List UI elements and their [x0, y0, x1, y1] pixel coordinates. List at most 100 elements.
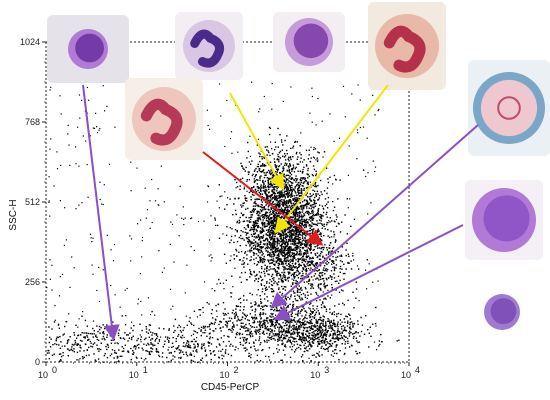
data-point	[154, 344, 156, 346]
data-point	[248, 323, 250, 325]
data-point	[283, 271, 285, 274]
data-point	[270, 249, 272, 251]
data-point	[333, 277, 336, 279]
data-point	[258, 214, 260, 216]
data-point	[309, 249, 311, 252]
data-point	[267, 259, 269, 261]
data-point	[292, 166, 295, 168]
data-point	[306, 329, 308, 332]
data-point	[313, 265, 316, 268]
data-point	[229, 328, 231, 331]
data-point	[357, 320, 359, 322]
data-point	[284, 196, 286, 198]
data-point	[259, 241, 261, 243]
data-point	[315, 254, 317, 256]
data-point	[207, 342, 210, 344]
data-point	[311, 262, 314, 264]
data-point	[302, 267, 305, 270]
data-point	[287, 251, 290, 253]
data-point	[287, 321, 289, 323]
data-point	[270, 247, 272, 249]
data-point	[253, 170, 256, 172]
data-point	[288, 192, 290, 195]
data-point	[127, 350, 129, 352]
data-point	[187, 341, 190, 343]
data-point	[292, 257, 294, 260]
data-point	[281, 149, 283, 151]
data-point	[286, 264, 288, 267]
data-point	[288, 184, 290, 186]
data-point	[291, 177, 293, 179]
data-point	[312, 256, 314, 259]
data-point	[282, 211, 284, 213]
data-point	[242, 327, 245, 329]
data-point	[248, 239, 251, 241]
data-point	[279, 204, 281, 206]
data-point	[272, 252, 275, 254]
data-point	[348, 255, 350, 258]
data-point	[289, 324, 291, 326]
data-point	[336, 335, 338, 337]
data-point	[301, 216, 303, 218]
data-point	[312, 217, 315, 220]
data-point	[226, 323, 229, 325]
data-point	[267, 250, 269, 252]
data-point	[325, 326, 327, 328]
data-point	[253, 211, 255, 213]
data-point	[348, 262, 350, 264]
data-point	[331, 220, 333, 222]
data-point	[296, 220, 299, 222]
data-point	[293, 256, 295, 259]
data-point	[310, 344, 312, 346]
data-point	[263, 176, 266, 179]
data-point	[285, 200, 288, 202]
data-point	[296, 208, 298, 210]
data-point	[282, 144, 284, 146]
data-point	[84, 337, 86, 339]
data-point	[300, 244, 302, 246]
data-point	[368, 346, 370, 348]
data-point	[307, 252, 309, 254]
data-point	[318, 258, 321, 260]
data-point	[293, 231, 295, 233]
data-point	[268, 126, 271, 129]
data-point	[329, 324, 331, 326]
data-point	[300, 229, 302, 231]
data-point	[290, 274, 293, 277]
data-point	[174, 350, 176, 353]
data-point	[338, 337, 341, 340]
data-point	[113, 357, 115, 359]
data-point	[271, 335, 273, 338]
data-point	[293, 215, 296, 217]
data-point	[261, 237, 264, 239]
data-point	[254, 308, 257, 310]
data-point	[331, 342, 334, 345]
data-point	[330, 242, 332, 244]
data-point	[283, 325, 286, 327]
data-point	[232, 322, 234, 324]
data-point	[259, 212, 261, 214]
data-point	[298, 232, 301, 234]
data-point	[264, 201, 267, 203]
data-point	[268, 226, 271, 229]
data-point	[341, 331, 343, 333]
data-point	[286, 189, 288, 191]
data-point	[53, 185, 55, 187]
data-point	[278, 334, 280, 336]
data-point	[284, 330, 287, 332]
data-point	[284, 206, 286, 209]
data-point	[263, 186, 265, 188]
data-point	[273, 239, 275, 241]
data-point	[155, 350, 157, 353]
data-point	[272, 226, 275, 228]
data-point	[287, 306, 289, 308]
data-point	[274, 181, 277, 183]
data-point	[327, 350, 329, 352]
data-point	[316, 322, 318, 325]
data-point	[316, 157, 318, 159]
data-point	[291, 311, 293, 313]
data-point	[294, 253, 297, 256]
data-point	[326, 331, 328, 333]
data-point	[312, 342, 315, 344]
data-point	[304, 244, 307, 246]
